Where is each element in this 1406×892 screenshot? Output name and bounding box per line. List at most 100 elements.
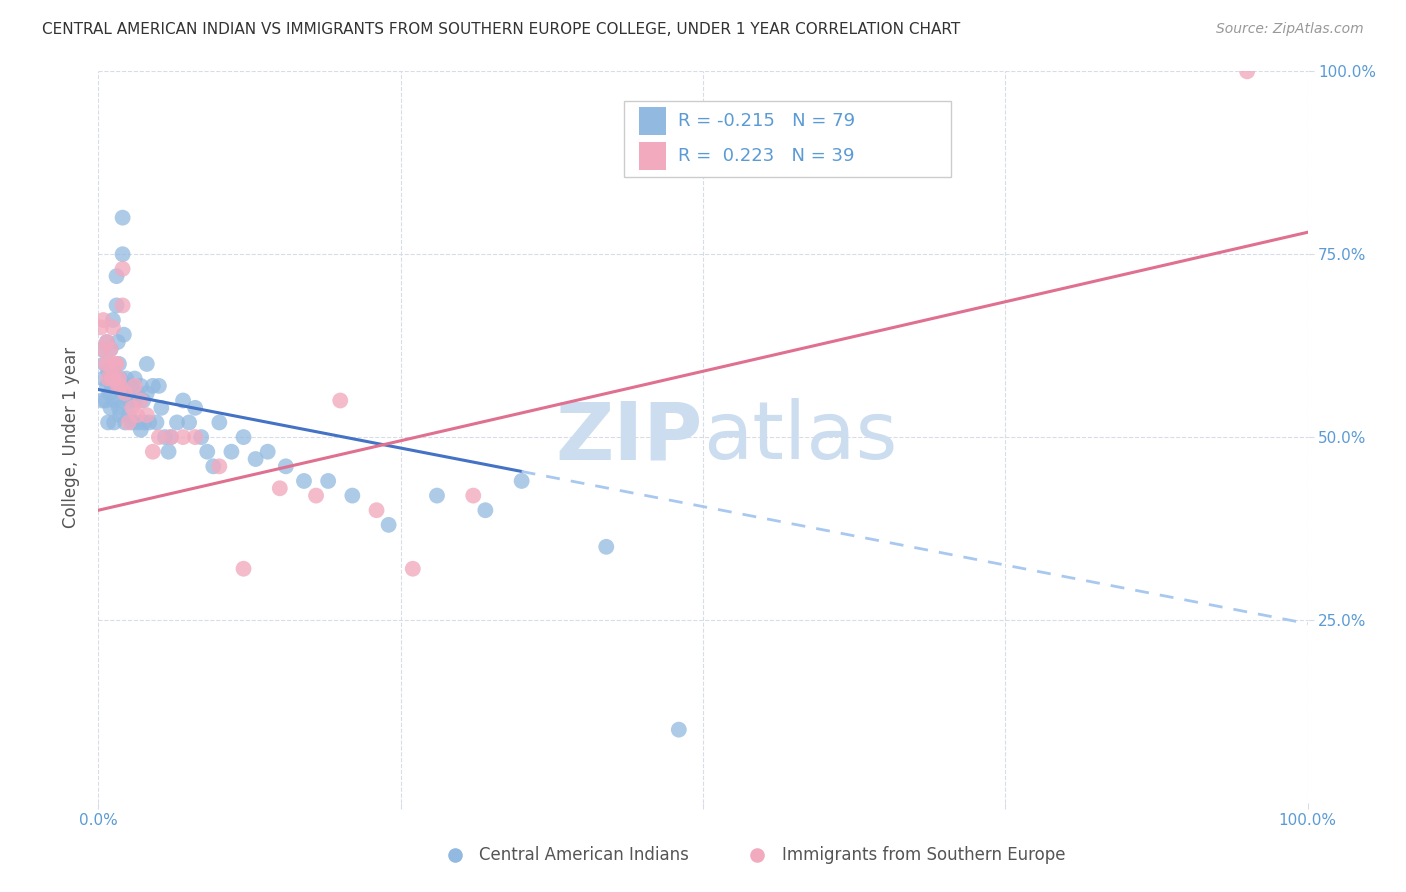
Point [202, 459, 225, 474]
Point [463, 489, 485, 503]
Point [124, 393, 146, 408]
Point [135, 408, 157, 422]
Point [101, 364, 124, 378]
Point [96, 334, 118, 349]
Point [377, 517, 399, 532]
Point [184, 430, 207, 444]
Point [118, 408, 141, 422]
Text: Central American Indians: Central American Indians [479, 847, 689, 864]
Point [120, 379, 142, 393]
Point [127, 386, 149, 401]
Text: Immigrants from Southern Europe: Immigrants from Southern Europe [782, 847, 1066, 864]
Point [111, 211, 134, 225]
Point [232, 430, 254, 444]
Point [316, 474, 339, 488]
Point [91, 371, 114, 385]
Point [157, 444, 180, 458]
Point [111, 298, 134, 312]
Y-axis label: College, Under 1 year: College, Under 1 year [62, 346, 80, 528]
Point [90, 320, 112, 334]
Point [245, 452, 267, 467]
Point [91, 393, 114, 408]
Point [160, 430, 183, 444]
Point [101, 313, 124, 327]
Point [208, 416, 231, 430]
Point [114, 386, 136, 401]
Point [100, 371, 122, 385]
Point [115, 371, 138, 385]
Point [232, 562, 254, 576]
Point [100, 371, 122, 385]
Point [172, 393, 194, 408]
Point [269, 481, 291, 495]
Point [91, 313, 114, 327]
Point [145, 416, 167, 430]
Point [132, 393, 155, 408]
Point [342, 489, 364, 503]
Point [179, 416, 201, 430]
Point [111, 247, 134, 261]
Point [121, 401, 143, 415]
Text: CENTRAL AMERICAN INDIAN VS IMMIGRANTS FROM SOUTHERN EUROPE COLLEGE, UNDER 1 YEAR: CENTRAL AMERICAN INDIAN VS IMMIGRANTS FR… [42, 22, 960, 37]
Point [103, 416, 125, 430]
Point [100, 343, 122, 357]
Point [402, 562, 425, 576]
Bar [624, 101, 950, 178]
Point [91, 343, 114, 357]
Point [208, 459, 231, 474]
Point [292, 474, 315, 488]
Point [105, 357, 128, 371]
Point [426, 489, 449, 503]
Point [129, 393, 152, 408]
Point [668, 723, 690, 737]
Point [98, 386, 121, 401]
Point [256, 444, 278, 458]
Point [329, 393, 352, 408]
Point [112, 327, 135, 342]
Point [166, 416, 188, 430]
Point [104, 357, 127, 371]
Point [124, 379, 146, 393]
Point [138, 416, 160, 430]
Point [118, 379, 141, 393]
Point [127, 408, 149, 422]
Point [98, 357, 121, 371]
Point [100, 379, 122, 393]
Point [221, 444, 243, 458]
Text: R = -0.215   N = 79: R = -0.215 N = 79 [678, 112, 855, 130]
Point [108, 357, 131, 371]
Point [114, 386, 136, 401]
Point [100, 401, 122, 415]
Point [103, 371, 125, 385]
Point [124, 371, 146, 385]
Point [129, 379, 152, 393]
Point [160, 430, 183, 444]
Point [93, 357, 115, 371]
Point [100, 343, 122, 357]
Point [134, 416, 156, 430]
Point [94, 357, 117, 371]
Bar [638, 107, 665, 136]
Point [97, 371, 120, 385]
Point [108, 401, 131, 415]
Text: Source: ZipAtlas.com: Source: ZipAtlas.com [1216, 22, 1364, 37]
Point [101, 320, 124, 334]
Point [97, 416, 120, 430]
Point [111, 261, 134, 276]
Point [148, 430, 170, 444]
Point [172, 430, 194, 444]
Point [366, 503, 388, 517]
Point [96, 334, 118, 349]
Point [108, 371, 131, 385]
Point [97, 364, 120, 378]
Point [142, 444, 165, 458]
Point [510, 474, 533, 488]
Point [135, 386, 157, 401]
Text: atlas: atlas [703, 398, 897, 476]
Point [142, 379, 165, 393]
Point [107, 379, 129, 393]
Point [94, 393, 117, 408]
Point [121, 416, 143, 430]
Point [474, 503, 496, 517]
Point [305, 489, 328, 503]
